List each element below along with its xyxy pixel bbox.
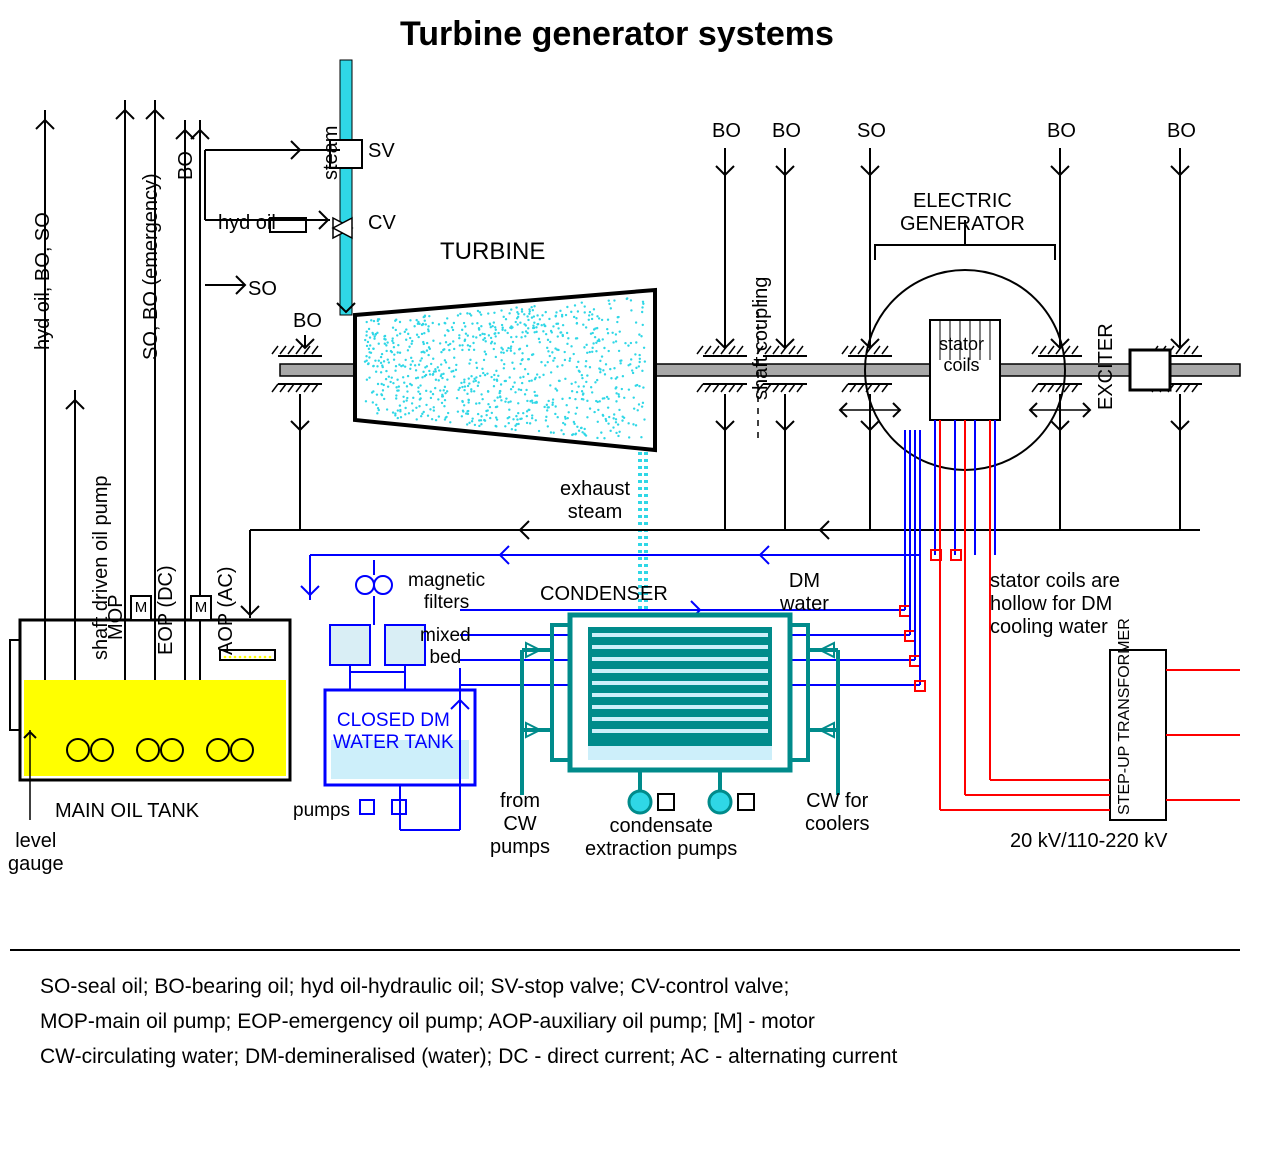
label-dm-water: DM water [780,570,829,616]
label-bo3: BO [1047,120,1076,143]
label-so-bo-emerg: SO, BO (emergency) [140,100,163,360]
label-exciter: EXCITER [1095,290,1118,410]
label-bo4: BO [1167,120,1196,143]
label-steam: steam [320,80,343,180]
label-shaft-coupling: shaft coupling [750,220,773,400]
label-bo-vert: BO [175,120,198,180]
label-bo1: BO [712,120,741,143]
label-pumps: pumps [293,800,350,822]
label-so2: SO [857,120,886,143]
label-stator-note: stator coils are hollow for DM cooling w… [990,570,1120,639]
label-bo2: BO [772,120,801,143]
label-main-oil-tank: MAIN OIL TANK [55,800,199,823]
motor-aop: M [190,595,212,621]
label-aop: AOP (AC) [215,535,238,655]
label-sv: SV [368,140,395,163]
label-cv: CV [368,212,396,235]
label-level-gauge: level gauge [8,830,64,876]
label-hyd-bo-so: hyd oil, BO, SO [32,150,55,350]
label-mop: MOP [105,560,128,640]
legend-line3: CW-circulating water; DM-demineralised (… [40,1040,897,1074]
label-mixedbed: mixed bed [420,625,471,669]
label-closed-dm: CLOSED DM WATER TANK [333,710,454,754]
motor-eop: M [130,595,152,621]
label-magfilters: magnetic filters [408,570,485,614]
label-hydoil: hyd oil [218,212,276,235]
legend-line2: MOP-main oil pump; EOP-emergency oil pum… [40,1005,815,1039]
page-title: Turbine generator systems [400,15,834,54]
legend-line1: SO-seal oil; BO-bearing oil; hyd oil-hyd… [40,970,789,1004]
label-cw-coolers: CW for coolers [805,790,869,836]
label-exhaust: exhaust steam [560,478,630,524]
label-from-cw: from CW pumps [490,790,550,859]
label-turbine: TURBINE [440,238,545,266]
label-bo-bearing: BO [293,310,322,333]
label-stepup: STEP-UP TRANSFORMER [1115,655,1134,815]
label-so-arrow: SO [248,278,277,301]
label-voltage: 20 kV/110-220 kV [1010,830,1168,853]
label-condenser: CONDENSER [540,583,668,606]
label-elecgen: ELECTRIC GENERATOR [900,190,1025,236]
label-stator-coils: stator coils [939,334,984,376]
label-cond-ext: condensate extraction pumps [585,815,737,861]
label-eop: EOP (DC) [155,535,178,655]
